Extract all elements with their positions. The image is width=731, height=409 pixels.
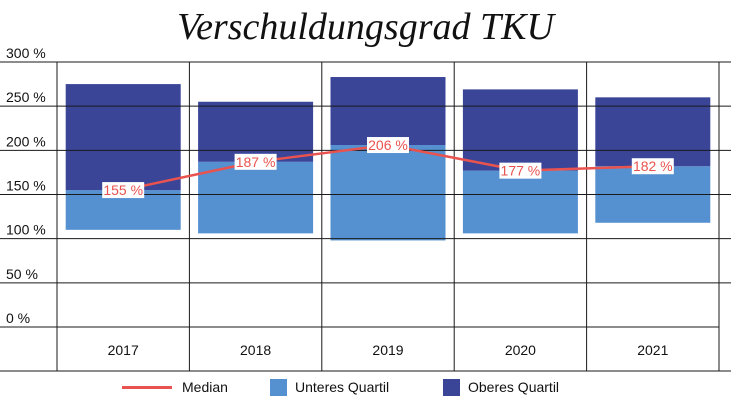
y-tick-label-0: 0 %	[6, 310, 30, 326]
legend-item-median: Median	[122, 374, 228, 400]
median-label-2021: 182 %	[633, 158, 673, 174]
legend-label-upper: Oberes Quartil	[468, 379, 560, 395]
median-label-bg-2021	[631, 158, 674, 175]
x-tick-label-2019: 2019	[372, 342, 403, 358]
bar-upper-quartile-2021	[595, 97, 711, 167]
y-tick-label-50: 50 %	[6, 266, 38, 282]
y-tick-label-300: 300 %	[6, 45, 46, 61]
bar-lower-quartile-2018	[198, 161, 314, 234]
legend-item-lower: Unteres Quartil	[270, 374, 389, 400]
median-label-bg-2019	[367, 137, 409, 154]
legend-label-median: Median	[182, 379, 228, 395]
x-tick-label-2017: 2017	[108, 342, 139, 358]
y-tick-label-150: 150 %	[6, 178, 46, 194]
median-label-2018: 187 %	[236, 154, 276, 170]
legend-line-median	[122, 385, 172, 389]
bar-upper-quartile-2018	[198, 101, 314, 162]
median-label-bg-2020	[499, 162, 542, 179]
bar-lower-quartile-2020	[462, 170, 578, 234]
legend-label-lower: Unteres Quartil	[295, 379, 390, 395]
legend-swatch-upper	[443, 378, 460, 396]
chart-legend: Median Unteres Quartil Oberes Quartil	[0, 374, 731, 400]
y-tick-label-250: 250 %	[6, 89, 46, 105]
y-tick-label-100: 100 %	[6, 222, 46, 238]
median-label-bg-2017	[102, 182, 145, 199]
bar-upper-quartile-2020	[462, 89, 578, 171]
median-label-2017: 155 %	[103, 182, 143, 198]
bar-upper-quartile-2017	[65, 84, 181, 191]
y-tick-label-200: 200 %	[6, 133, 46, 149]
legend-swatch-lower	[270, 378, 287, 396]
median-label-2020: 177 %	[501, 163, 541, 179]
x-tick-label-2018: 2018	[240, 342, 271, 358]
legend-item-upper: Oberes Quartil	[443, 374, 559, 400]
bar-lower-quartile-2019	[330, 145, 446, 241]
x-tick-label-2020: 2020	[505, 342, 536, 358]
median-label-bg-2018	[234, 153, 277, 170]
chart-title: Verschuldungsgrad TKU	[177, 6, 554, 48]
bar-upper-quartile-2019	[330, 77, 446, 146]
x-tick-label-2021: 2021	[637, 342, 668, 358]
median-label-2019: 206 %	[368, 137, 408, 153]
